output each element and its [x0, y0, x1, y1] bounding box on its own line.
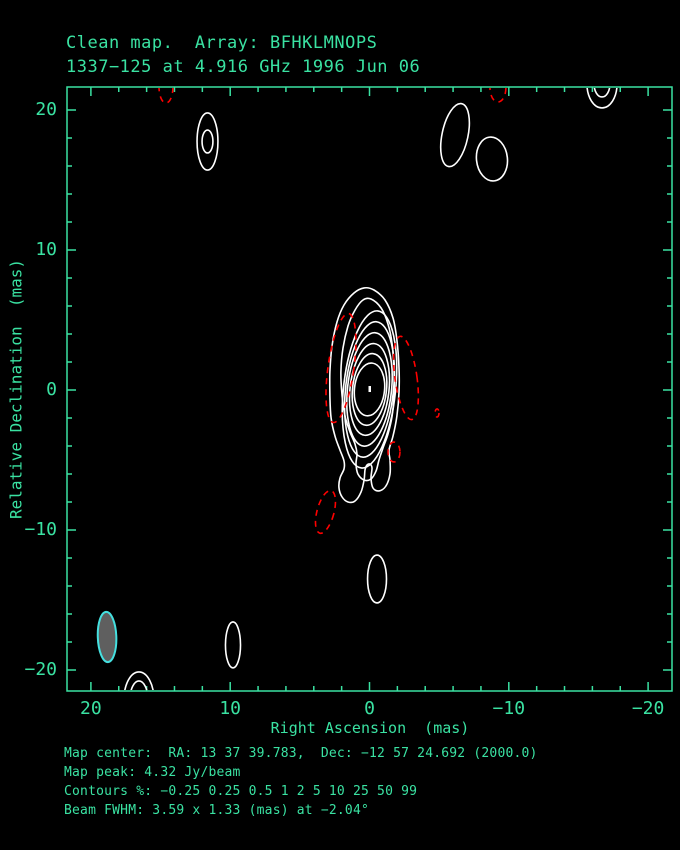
positive-contour-blob [224, 621, 242, 669]
x-tick-label: 20 [80, 698, 102, 719]
peak-marker [368, 386, 371, 393]
positive-contour-level-10 [348, 342, 391, 437]
positive-contour-blob [196, 112, 219, 171]
positive-contour-blob [201, 129, 214, 154]
x-tick-label: −20 [631, 698, 665, 719]
positive-contour-blob [593, 88, 611, 98]
y-tick-label: 20 [35, 99, 57, 120]
positive-contour-level-1 [341, 310, 398, 469]
negative-contour [434, 408, 440, 418]
negative-contour [387, 441, 401, 463]
axis-ticks [67, 87, 672, 691]
negative-contour [314, 489, 337, 535]
positive-contour-blob [124, 671, 154, 690]
positive-contour-blob [366, 554, 388, 604]
map-title-line1: Clean map. Array: BFHKLMNOPS [66, 33, 378, 53]
caption-map-peak: Map peak: 4.32 Jy/beam [64, 765, 241, 780]
negative-contour [489, 88, 507, 103]
y-tick-label: 10 [35, 239, 57, 260]
caption-map-center: Map center: RA: 13 37 39.783, Dec: −12 5… [64, 746, 538, 761]
positive-contour-blob [130, 680, 148, 690]
x-axis-title: Right Ascension (mas) [270, 719, 470, 737]
negative-contour [392, 335, 420, 421]
map-title-line2: 1337−125 at 4.916 GHz 1996 Jun 06 [66, 57, 421, 77]
positive-contour-blob [439, 102, 471, 168]
positive-contour-level-25 [351, 352, 388, 427]
positive-contour-level-2 [343, 320, 396, 458]
positive-contour-blob [475, 136, 509, 182]
positive-contour-level-50 [353, 362, 386, 417]
caption-contours: Contours %: −0.25 0.25 0.5 1 2 5 10 25 5… [64, 784, 418, 799]
y-tick-label: −10 [24, 519, 57, 540]
negative-contour [325, 312, 357, 424]
y-tick-label: 0 [46, 379, 57, 400]
x-tick-label: 0 [364, 698, 375, 719]
positive-contour-blob [586, 88, 618, 109]
positive-contour-level-5 [346, 331, 393, 447]
x-tick-label: −10 [492, 698, 526, 719]
y-axis-title: Relative Declination (mas) [6, 258, 26, 520]
contour-features [96, 88, 618, 690]
y-tick-label: −20 [24, 659, 57, 680]
caption-beam-fwhm: Beam FWHM: 3.59 x 1.33 (mas) at −2.04° [64, 803, 370, 818]
x-tick-label: 10 [219, 698, 242, 719]
beam-ellipse [96, 610, 118, 664]
